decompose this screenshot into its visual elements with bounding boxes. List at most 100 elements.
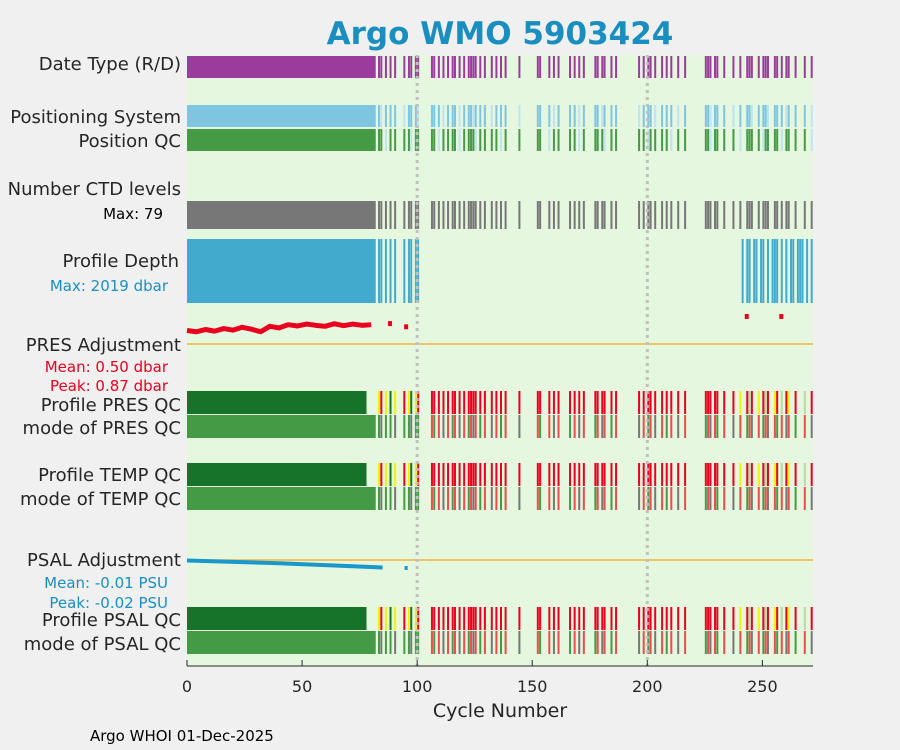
ctd-levels-bars-bar: [649, 201, 652, 229]
profile-psal-qc-bars-bar: [757, 607, 760, 630]
position-qc-bars-bar: [437, 129, 440, 151]
profile-pres-qc-bars-bar: [670, 391, 673, 414]
date-type-bars-bar: [483, 56, 486, 78]
positioning-system-bars-bar: [504, 105, 507, 127]
date-type-bars-bar: [785, 56, 788, 78]
position-qc-bars-bar: [403, 129, 406, 151]
date-type-bars-bar: [518, 56, 521, 78]
profile-pres-qc-bars-bar: [642, 391, 645, 414]
profile-pres-qc-bars-bar: [458, 391, 461, 414]
ctd-levels-bars-bar: [504, 201, 507, 229]
profile-psal-qc-bars-bar: [810, 607, 813, 630]
position-qc-bars-bar: [539, 129, 542, 151]
profile-temp-qc-bars-bar: [380, 463, 383, 486]
mode-psal-qc-bars-bar: [414, 631, 417, 654]
mode-temp-qc-bars-bar: [569, 487, 572, 510]
mode-pres-qc-bars-bar: [378, 415, 381, 438]
mode-pres-qc-bars-bar: [661, 415, 664, 438]
positioning-system-bars-bar: [746, 105, 749, 127]
profile-pres-qc-bars-bar: [548, 391, 551, 414]
profile-psal-qc-bars-bar: [539, 607, 542, 630]
ctd-levels-bars-bar: [414, 201, 417, 229]
position-qc-bars-bar: [748, 129, 751, 151]
position-qc-bars-bar: [803, 129, 806, 151]
mode-psal-qc-bars-bar: [417, 631, 420, 654]
profile-psal-qc-bars-bar: [638, 607, 641, 630]
profile-temp-qc-bars-bar: [601, 463, 604, 486]
profile-psal-qc-bars-bar: [500, 607, 502, 630]
profile-temp-qc-bars-bar: [384, 463, 387, 486]
ctd-levels-bars-block: [187, 201, 376, 229]
row-label-profile-psal-qc: Profile PSAL QC: [42, 610, 181, 631]
profile-temp-qc-bars-bar: [417, 463, 420, 486]
profile-pres-qc-bars-bar: [762, 391, 765, 414]
date-type-bars-bar: [603, 56, 606, 78]
mode-psal-qc-bars-bar: [453, 631, 456, 654]
mode-psal-qc-bars-bar: [500, 631, 502, 654]
mode-pres-qc-bars-bar: [714, 415, 717, 438]
profile-depth-late-bars-bar: [796, 239, 799, 303]
profile-temp-qc-bars-bar: [582, 463, 585, 486]
profile-pres-qc-bars-bar: [665, 391, 668, 414]
position-qc-bars-bar: [407, 129, 410, 151]
profile-pres-qc-bars-bar: [430, 391, 433, 414]
mode-pres-qc-bars: [187, 415, 813, 438]
date-type-bars-bar: [470, 56, 473, 78]
mode-psal-qc-bars-bar: [518, 631, 521, 654]
profile-pres-qc-bars-bar: [447, 391, 450, 414]
mode-pres-qc-bars-bar: [407, 415, 410, 438]
mode-temp-qc-bars-bar: [467, 487, 470, 510]
profile-psal-qc-bars-bar: [417, 607, 420, 630]
date-type-bars-bar: [378, 56, 381, 78]
mode-temp-qc-bars-bar: [536, 487, 539, 510]
mode-pres-qc-bars-bar: [603, 415, 606, 438]
profile-temp-qc-bars-bar: [776, 463, 779, 486]
profile-psal-qc-bars-bar: [615, 607, 618, 630]
mode-psal-qc-bars-bar: [447, 631, 450, 654]
ctd-levels-bars-bar: [433, 201, 436, 229]
profile-psal-qc-bars-bar: [433, 607, 436, 630]
profile-depth-late-bars-bar: [773, 239, 776, 303]
date-type-bars-bar: [417, 56, 420, 78]
profile-depth-late-bars-bar: [776, 239, 779, 303]
date-type-bars-bar: [707, 56, 710, 78]
ctd-levels-bars-bar: [707, 201, 710, 229]
mode-psal-qc-bars-bar: [407, 631, 410, 654]
profile-psal-qc-bars-bar: [707, 607, 710, 630]
profile-temp-qc-bars-bar: [578, 463, 581, 486]
ctd-levels-bars-bar: [380, 201, 383, 229]
row-label-mode-psal-qc: mode of PSAL QC: [24, 634, 181, 655]
profile-depth-max: Max: 2019 dbar: [50, 277, 169, 295]
ctd-levels-bars: [187, 201, 813, 229]
mode-psal-qc-bars-bar: [739, 631, 742, 654]
ctd-levels-bars-bar: [483, 201, 486, 229]
ctd-levels-bars-bar: [638, 201, 641, 229]
profile-depth-late-bars-bar: [801, 239, 804, 303]
row-label-mode-temp-qc: mode of TEMP QC: [20, 489, 181, 510]
row-label-psal-adjustment: PSAL Adjustment: [27, 550, 181, 571]
profile-psal-qc-bars-bar: [684, 607, 687, 630]
ctd-levels-bars-bar: [764, 201, 767, 229]
position-qc-bars-block: [187, 129, 376, 151]
positioning-system-bars-bar: [407, 105, 410, 127]
psal-adjustment-point: [404, 566, 408, 570]
positioning-system-bars-bar: [748, 105, 751, 127]
profile-depth-late-bars-bar: [766, 239, 769, 303]
position-qc-bars-bar: [479, 129, 482, 151]
mode-pres-qc-bars-bar: [709, 415, 712, 438]
mode-psal-qc-bars-bar: [458, 631, 461, 654]
position-qc-bars-bar: [794, 129, 797, 151]
profile-temp-qc-bars-bar: [764, 463, 767, 486]
positioning-system-bars-bar: [785, 105, 788, 127]
mode-psal-qc-bars-bar: [787, 631, 790, 654]
positioning-system-bars-bar: [677, 105, 680, 127]
positioning-system-bars-bar: [463, 105, 466, 127]
profile-psal-qc-bars-bar: [603, 607, 606, 630]
mode-psal-qc-bars-bar: [709, 631, 712, 654]
mode-pres-qc-bars-bar: [610, 415, 613, 438]
profile-depth-late-bars-bar: [810, 239, 813, 303]
ctd-levels-bars-bar: [665, 201, 668, 229]
ctd-levels-bars-bar: [500, 201, 502, 229]
mode-temp-qc-bars-bar: [552, 487, 555, 510]
profile-psal-qc-bars-bar: [582, 607, 585, 630]
